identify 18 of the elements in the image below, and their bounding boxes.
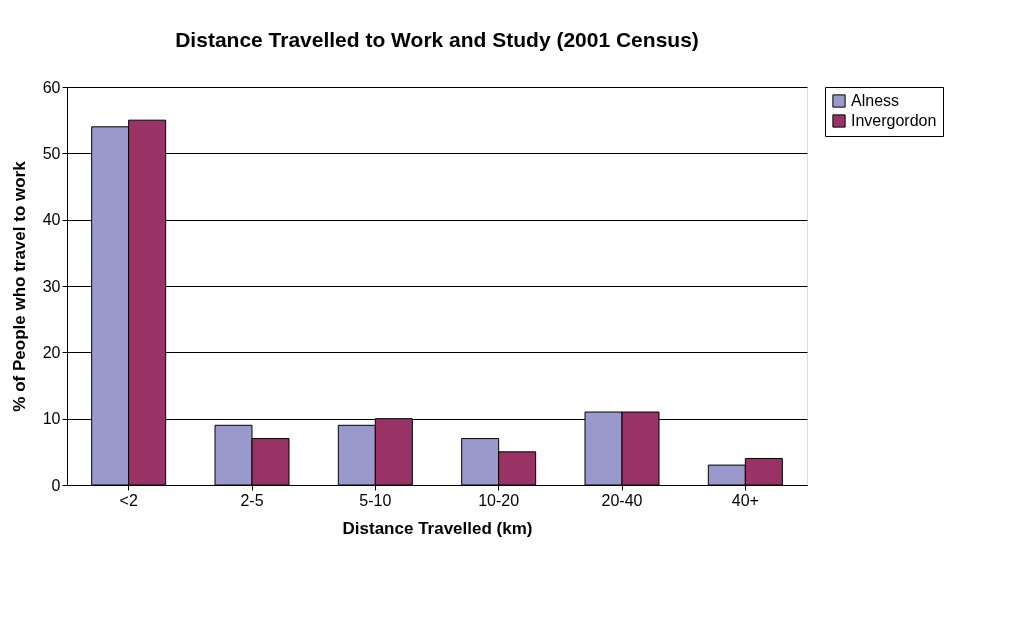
- y-tick-label: 20: [42, 343, 61, 361]
- x-axis-title: Distance Travelled (km): [342, 518, 533, 538]
- y-tick-label: 10: [42, 410, 61, 428]
- x-tick-label: 10-20: [478, 491, 520, 509]
- y-axis-title: % of People who travel to work: [9, 160, 29, 412]
- x-tick-label: 40+: [731, 491, 759, 509]
- y-tick-label: 60: [42, 78, 61, 96]
- chart-title: Distance Travelled to Work and Study (2001 Census): [175, 28, 699, 51]
- y-tick-label: 30: [42, 277, 61, 295]
- x-tick-label: 5-10: [359, 491, 392, 509]
- x-tick-label: <2: [119, 491, 138, 509]
- x-tick-label: 20-40: [601, 491, 643, 509]
- y-tick-label: 0: [51, 476, 61, 494]
- y-tick-label: 50: [42, 144, 61, 162]
- y-tick-label: 40: [42, 211, 61, 229]
- legend-label: Alness: [851, 92, 900, 109]
- legend-label: Invergordon: [851, 112, 937, 129]
- x-tick-label: 2-5: [240, 491, 264, 509]
